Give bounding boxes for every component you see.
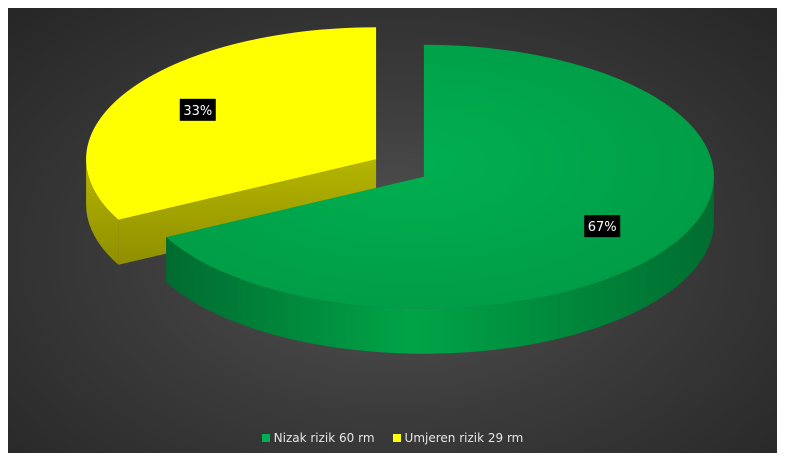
data-label-moderate-risk-box bbox=[179, 98, 216, 121]
data-label-moderate-risk-text: 33% bbox=[183, 104, 212, 119]
chart-area: 33% 67% Nizak rizik 60 rm Umjeren rizik 2… bbox=[8, 8, 777, 453]
legend-entry-moderate-risk: Umjeren rizik 29 rm bbox=[392, 431, 524, 445]
pie-slice-moderate-risk-side-wall-0 bbox=[86, 159, 119, 265]
pie-slice-low-risk bbox=[166, 44, 714, 309]
legend: Nizak rizik 60 rm Umjeren rizik 29 rm bbox=[8, 428, 777, 448]
pie-chart: 33% 67% bbox=[86, 27, 714, 354]
data-label-low-risk-box bbox=[584, 215, 621, 238]
data-label-moderate-risk: 33% bbox=[179, 98, 216, 121]
data-label-low-risk-text: 67% bbox=[588, 220, 617, 235]
pie-slice-low-risk-side-wall-0 bbox=[166, 176, 714, 354]
legend-swatch-moderate-risk bbox=[392, 434, 401, 442]
legend-swatch-low-risk bbox=[261, 434, 270, 442]
data-label-low-risk: 67% bbox=[584, 215, 621, 238]
pie-slice-moderate-risk bbox=[86, 27, 377, 220]
legend-label-low-risk: Nizak rizik 60 rm bbox=[273, 431, 375, 445]
pie-top-faces bbox=[86, 27, 714, 309]
legend-label-moderate-risk: Umjeren rizik 29 rm bbox=[404, 431, 524, 445]
pie-data-labels: 33% 67% bbox=[179, 98, 621, 238]
legend-entry-low-risk: Nizak rizik 60 rm bbox=[261, 431, 375, 445]
